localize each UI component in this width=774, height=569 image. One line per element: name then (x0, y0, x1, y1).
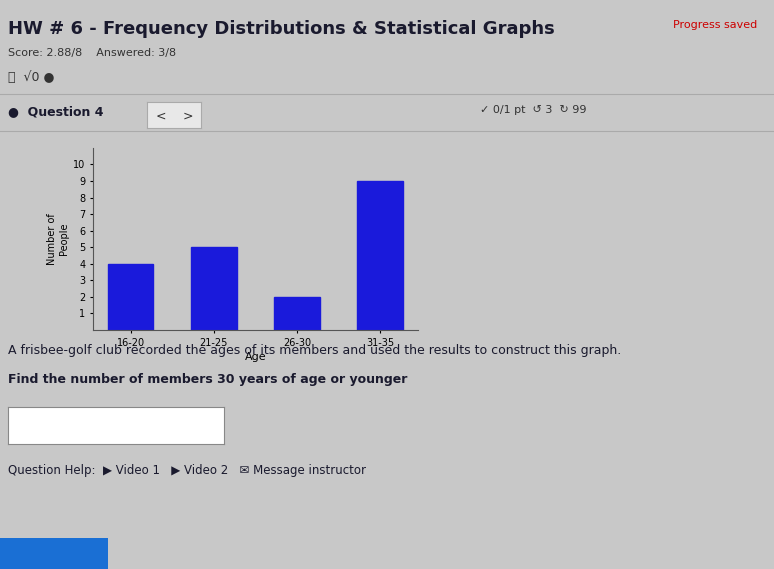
Bar (108, 264, 153, 330)
Text: HW # 6 - Frequency Distributions & Statistical Graphs: HW # 6 - Frequency Distributions & Stati… (8, 20, 554, 38)
Text: Find the number of members 30 years of age or younger: Find the number of members 30 years of a… (8, 373, 407, 386)
Text: ●  Question 4: ● Question 4 (8, 105, 103, 118)
Text: Progress saved: Progress saved (673, 20, 758, 30)
Y-axis label: Number of
People: Number of People (47, 213, 69, 265)
Text: A frisbee-golf club recorded the ages of its members and used the results to con: A frisbee-golf club recorded the ages of… (8, 344, 621, 357)
Text: ✓ 0/1 pt  ↺ 3  ↻ 99: ✓ 0/1 pt ↺ 3 ↻ 99 (480, 105, 587, 116)
Text: ⎙  √0 ●: ⎙ √0 ● (8, 71, 54, 84)
Bar (191, 248, 237, 330)
Text: >: > (183, 110, 193, 123)
Bar (274, 297, 320, 330)
Text: Score: 2.88/8    Answered: 3/8: Score: 2.88/8 Answered: 3/8 (8, 48, 176, 59)
Bar (358, 181, 403, 330)
Text: Question Help:  ▶ Video 1   ▶ Video 2   ✉ Message instructor: Question Help: ▶ Video 1 ▶ Video 2 ✉ Mes… (8, 464, 366, 477)
X-axis label: Age: Age (245, 352, 266, 362)
Text: <: < (156, 110, 166, 123)
